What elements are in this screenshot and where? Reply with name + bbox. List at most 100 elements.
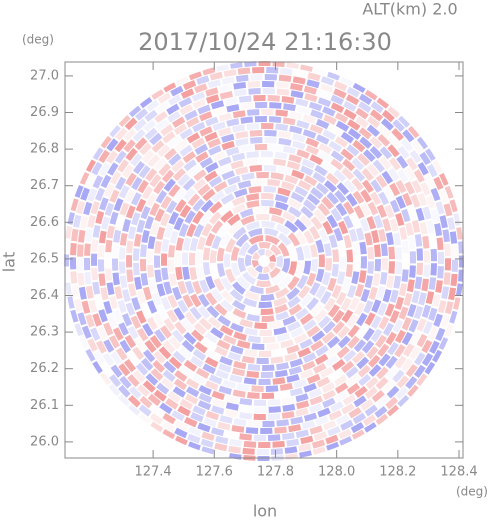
echo-cell: [199, 157, 214, 169]
echo-cell: [348, 228, 358, 242]
echo-cell: [147, 265, 155, 278]
echo-cell: [166, 200, 178, 214]
echo-cell: [242, 271, 256, 285]
echo-cell: [110, 364, 123, 378]
echo-cell: [173, 217, 184, 231]
echo-cell: [328, 410, 343, 421]
echo-cell: [109, 189, 120, 203]
echo-cell: [105, 239, 113, 253]
echo-cell: [173, 378, 188, 391]
echo-cell: [456, 227, 463, 240]
echo-cell: [426, 220, 435, 234]
echo-cell: [327, 336, 341, 349]
echo-cell: [227, 213, 241, 226]
echo-cell: [223, 69, 237, 78]
echo-cell: [190, 412, 204, 423]
echo-cell: [448, 287, 457, 301]
echo-cell: [346, 374, 360, 387]
echo-cell: [219, 232, 232, 248]
echo-cell: [131, 297, 141, 311]
echo-cell: [119, 247, 126, 260]
echo-cell: [309, 243, 318, 258]
echo-cell: [258, 301, 273, 309]
echo-cell: [262, 336, 276, 344]
echo-cell: [193, 178, 207, 191]
echo-cell: [113, 229, 122, 243]
echo-cell: [124, 117, 138, 131]
echo-cell: [181, 318, 194, 332]
echo-cell: [115, 176, 127, 191]
echo-cell: [451, 259, 459, 272]
echo-cell: [184, 280, 195, 295]
echo-cell: [202, 338, 216, 351]
echo-cell: [353, 257, 360, 270]
echo-cell: [153, 180, 166, 195]
echo-cell: [117, 159, 129, 173]
echo-cell: [166, 103, 180, 115]
echo-cell: [273, 158, 287, 167]
echo-cell: [201, 222, 213, 237]
echo-cell: [338, 220, 349, 235]
echo-cell: [254, 406, 267, 414]
echo-cell: [229, 453, 242, 460]
echo-cell: [380, 118, 394, 131]
echo-cell: [80, 215, 89, 229]
echo-cell: [422, 320, 433, 335]
echo-cell: [267, 413, 281, 420]
echo-cell: [416, 318, 427, 332]
echo-cell: [269, 144, 282, 152]
echo-cell: [294, 185, 309, 197]
echo-cell: [358, 374, 372, 387]
y-tick-label: 26.6: [30, 215, 59, 230]
echo-cell: [139, 142, 152, 156]
echo-cell: [79, 336, 89, 350]
echo-cell: [429, 340, 440, 354]
echo-cell: [95, 187, 106, 202]
echo-cell: [416, 333, 428, 348]
echo-cell: [138, 165, 151, 179]
echo-cell: [133, 262, 140, 276]
echo-cell: [231, 262, 241, 277]
echo-cell: [125, 172, 137, 187]
echo-cell: [230, 62, 243, 69]
echo-cell: [342, 394, 357, 406]
echo-cell: [244, 254, 252, 267]
echo-cell: [150, 404, 164, 417]
echo-cell: [286, 344, 300, 354]
echo-cell: [223, 184, 238, 195]
echo-cell: [117, 299, 127, 314]
echo-cell: [315, 415, 329, 426]
echo-cell: [303, 230, 315, 244]
echo-cell: [332, 249, 340, 262]
echo-cell: [335, 120, 350, 132]
x-tick-label: 128.2: [379, 465, 416, 480]
echo-cell: [196, 265, 205, 280]
echo-cell: [337, 325, 351, 339]
echo-cell: [148, 278, 157, 293]
echo-cell: [199, 111, 213, 122]
echo-cell: [180, 88, 195, 99]
echo-cell: [398, 306, 409, 320]
echo-cell: [324, 180, 337, 193]
echo-cell: [366, 346, 379, 360]
echo-cell: [258, 350, 272, 358]
echo-cell: [161, 267, 169, 281]
echo-cell: [432, 160, 443, 174]
echo-cell: [109, 335, 120, 349]
echo-cell: [310, 109, 324, 120]
echo-cell: [330, 150, 345, 163]
echo-cell: [255, 213, 270, 221]
echo-cell: [110, 171, 122, 185]
echo-cell: [368, 354, 381, 368]
echo-cell: [394, 329, 406, 344]
echo-cell: [271, 214, 286, 225]
echo-cell: [131, 212, 141, 226]
echo-cell: [71, 285, 80, 298]
echo-cell: [235, 74, 249, 83]
echo-cell: [260, 427, 273, 435]
echo-cell: [155, 190, 168, 204]
echo-cell: [356, 356, 370, 370]
echo-cell: [284, 220, 299, 233]
echo-cell: [289, 358, 304, 368]
echo-cell: [425, 148, 436, 161]
